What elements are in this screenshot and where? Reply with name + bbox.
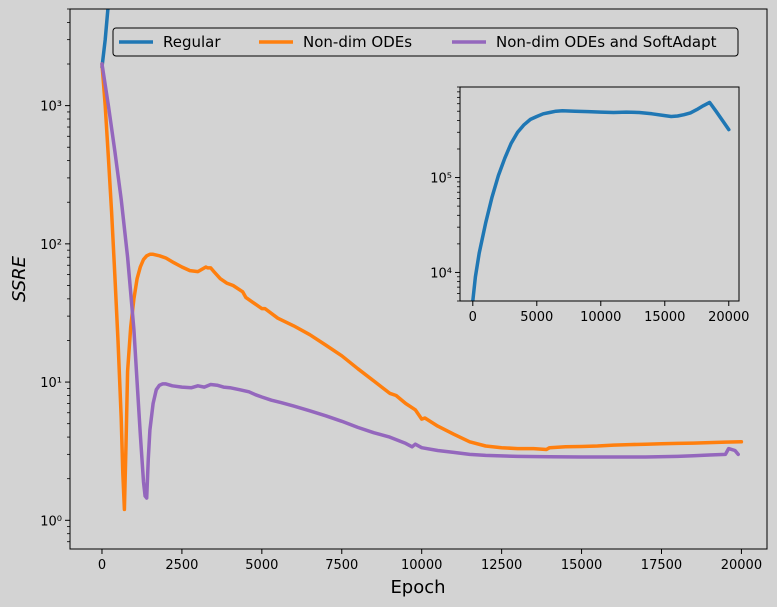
main-x-tick-label: 20000	[721, 558, 762, 573]
main-y-tick-label: 10¹	[40, 376, 62, 391]
main-x-tick-label: 10000	[401, 558, 442, 573]
inset-x-tick-label: 10000	[580, 310, 621, 325]
main-x-tick-label: 0	[98, 558, 106, 573]
inset-y-tick-label: 10⁵	[430, 172, 452, 187]
inset-plot-frame	[459, 86, 740, 302]
legend-label-regular: Regular	[163, 33, 221, 51]
legend: Regular Non-dim ODEs Non-dim ODEs and So…	[112, 27, 739, 57]
legend-label-nondim: Non-dim ODEs	[303, 33, 412, 51]
main-line-non-dim-odes-and-softadapt	[100, 62, 740, 500]
inset-x-tick-label: 5000	[520, 310, 553, 325]
inset-y-tick-label: 10⁴	[430, 266, 452, 281]
main-line-regular	[100, 9, 110, 69]
inset-line-regular	[471, 100, 731, 301]
inset-x-tick-label: 20000	[708, 310, 749, 325]
main-y-tick-label: 10⁰	[40, 514, 62, 529]
main-x-axis: 0 2500 5000 7500 10000 12500 15000 17500 20000	[98, 549, 762, 573]
main-x-tick-label: 17500	[641, 558, 682, 573]
main-x-tick-label: 5000	[245, 558, 278, 573]
main-x-tick-label: 15000	[561, 558, 602, 573]
main-y-axis: 10⁰ 10¹ 10² 10³	[40, 8, 70, 543]
main-y-tick-label: 10³	[40, 100, 62, 115]
main-plot: 0 2500 5000 7500 10000 12500 15000 17500 20000 1…	[9, 8, 768, 598]
legend-label-softadapt: Non-dim ODEs and SoftAdapt	[496, 33, 717, 51]
main-x-tick-label: 12500	[481, 558, 522, 573]
inset-x-tick-label: 0	[469, 310, 477, 325]
inset-series-layer	[471, 100, 731, 301]
inset-plot: 0 5000 10000 15000 20000 10⁴ 10⁵	[430, 86, 749, 325]
main-y-tick-label: 10²	[40, 238, 62, 253]
inset-x-axis: 0 5000 10000 15000 20000	[469, 301, 749, 325]
inset-background	[460, 87, 739, 301]
main-series-layer	[100, 9, 744, 512]
main-x-tick-label: 7500	[325, 558, 358, 573]
main-x-tick-label: 2500	[165, 558, 198, 573]
legend-box	[112, 27, 739, 57]
inset-x-tick-label: 15000	[644, 310, 685, 325]
inset-y-axis: 10⁴ 10⁵	[430, 86, 460, 302]
main-plot-frame	[69, 8, 768, 550]
x-axis-label: Epoch	[390, 577, 445, 598]
y-axis-label: SSRE	[9, 255, 30, 302]
